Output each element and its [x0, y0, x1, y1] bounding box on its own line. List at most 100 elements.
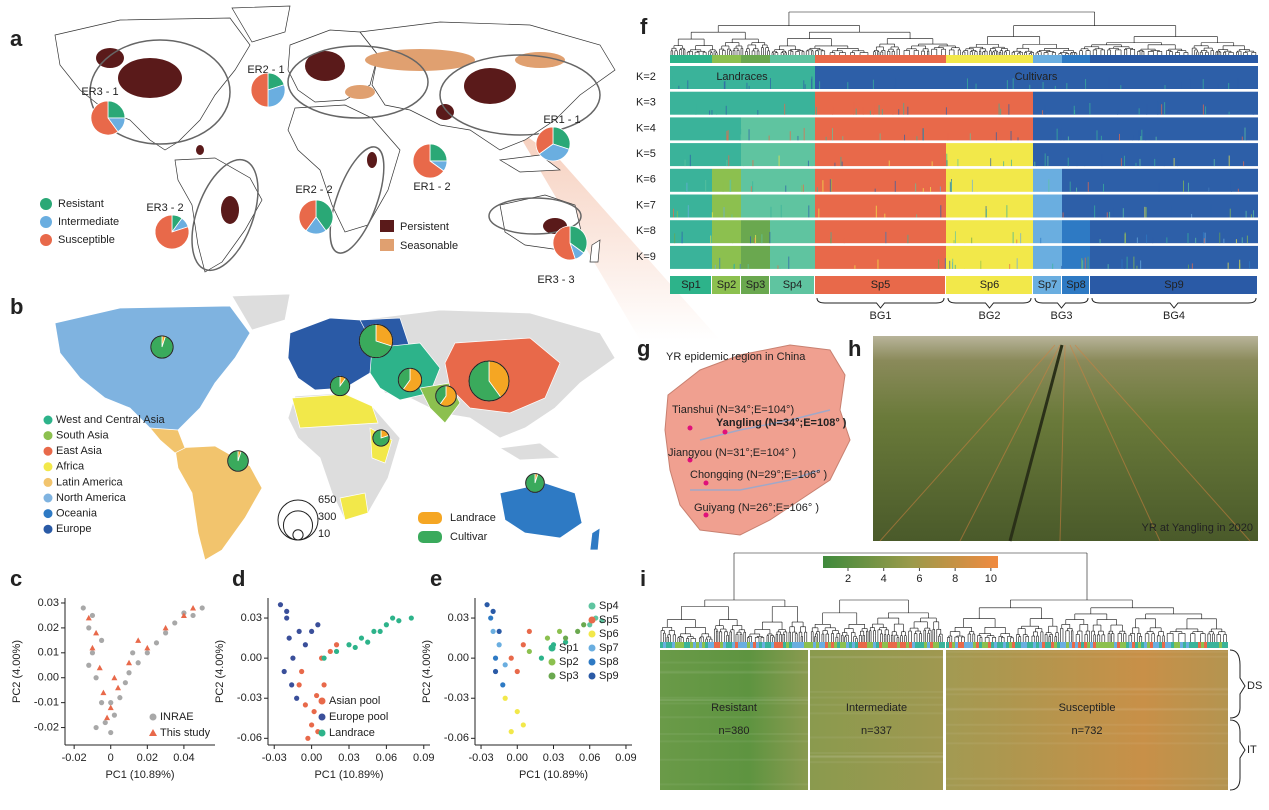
structure-texture [752, 160, 754, 167]
bracket [816, 297, 945, 309]
structure-block [1062, 168, 1090, 192]
legend-dot [43, 524, 53, 534]
region-label: ER2 - 2 [295, 184, 332, 196]
bg-label: BG2 [978, 310, 1000, 322]
annotation-strip [976, 642, 979, 648]
annotation-strip [693, 642, 696, 648]
land [174, 157, 263, 273]
data-point [80, 605, 86, 611]
structure-texture [1202, 79, 1204, 89]
structure-texture [1012, 78, 1014, 89]
annotation-strip [873, 642, 876, 648]
heatmap-texture [946, 732, 1228, 735]
subpop-box [1090, 276, 1257, 294]
data-point [575, 628, 581, 635]
legend-label: Sp2 [559, 656, 579, 668]
structure-texture [1117, 109, 1119, 115]
subpop-label: Sp2 [717, 279, 737, 291]
subpop-box [815, 276, 945, 294]
land [339, 492, 369, 521]
annotation-strip [888, 642, 891, 648]
x-tick-label: 0.00 [507, 752, 528, 764]
bracket [1091, 297, 1257, 309]
structure-texture [1029, 84, 1031, 89]
structure-texture [1140, 260, 1142, 269]
structure-texture [1138, 108, 1140, 115]
group-count: n=337 [861, 725, 892, 737]
legend-label: Intermediate [58, 216, 119, 228]
structure-texture [950, 182, 952, 192]
structure-texture [862, 106, 864, 115]
annotation-strip [708, 642, 711, 648]
data-point [408, 615, 414, 621]
structure-texture [777, 265, 779, 269]
data-point [277, 602, 284, 608]
structure-texture [1145, 207, 1147, 218]
structure-texture [1146, 104, 1148, 115]
structure-block [946, 143, 1033, 167]
data-point [383, 622, 389, 628]
data-point [117, 695, 123, 701]
structure-block [1062, 66, 1090, 89]
legend-label: Resistant [58, 198, 104, 210]
structure-texture [1217, 83, 1219, 89]
structure-block [1090, 245, 1258, 269]
k-label: K=2 [636, 71, 656, 83]
structure-texture [893, 85, 895, 89]
pie-outline [358, 323, 394, 359]
annotation-strip [1168, 642, 1171, 648]
subpop-label: Sp1 [681, 279, 701, 291]
structure-block [770, 220, 815, 244]
annotation-strip [1198, 642, 1201, 648]
annotation-strip [813, 642, 816, 648]
subpop-label: Sp8 [1066, 279, 1086, 291]
data-point [302, 702, 308, 708]
heatmap-block [660, 650, 808, 790]
group-label: Susceptible [1059, 702, 1116, 714]
structure-texture [892, 110, 894, 115]
pie-outline [150, 335, 174, 359]
structure-block [1062, 220, 1090, 244]
structure-texture [1145, 129, 1147, 141]
structure-texture [1246, 235, 1248, 244]
crop-rows [879, 344, 1251, 542]
annotation-strip [747, 642, 750, 648]
pie-slice [429, 143, 448, 162]
annotation-strip [1213, 642, 1216, 648]
size-legend-label: 10 [318, 528, 330, 540]
structure-block [1033, 168, 1062, 192]
structure-texture [1113, 207, 1115, 218]
structure-texture [916, 136, 918, 141]
structure-texture [722, 182, 724, 192]
map-title: YR epidemic region in China [666, 351, 806, 363]
data-point [556, 628, 563, 635]
x-tick-label: 0.09 [615, 752, 636, 764]
heatmap-texture [946, 777, 1228, 780]
data-point [562, 639, 569, 645]
annotation-strip [1126, 642, 1129, 648]
data-point [496, 642, 502, 648]
annotation-strip [705, 642, 708, 648]
river [690, 469, 821, 491]
annotation-strip [753, 642, 756, 648]
y-tick-label: 0.03 [448, 612, 469, 624]
annotation-strip [891, 642, 894, 648]
data-point [96, 664, 103, 671]
data-point [314, 692, 320, 699]
annotation-strip [699, 642, 702, 648]
annotation-strip [979, 642, 982, 648]
structure-texture [1135, 162, 1137, 167]
annotation-strip [768, 642, 771, 648]
annotation-strip [828, 642, 831, 648]
annotation-strip [837, 642, 840, 648]
bg-label: BG3 [1050, 310, 1072, 322]
site-label: Chongqing (N=29°;E=106° ) [690, 469, 827, 481]
y-tick-label: -0.06 [237, 732, 262, 744]
structure-texture [754, 237, 756, 244]
structure-texture [686, 182, 688, 192]
heatmap-block [946, 650, 1228, 790]
data-point [321, 655, 327, 661]
structure-texture [676, 211, 678, 218]
colorbar-label: 4 [881, 573, 887, 585]
annotation-strip [855, 642, 858, 648]
